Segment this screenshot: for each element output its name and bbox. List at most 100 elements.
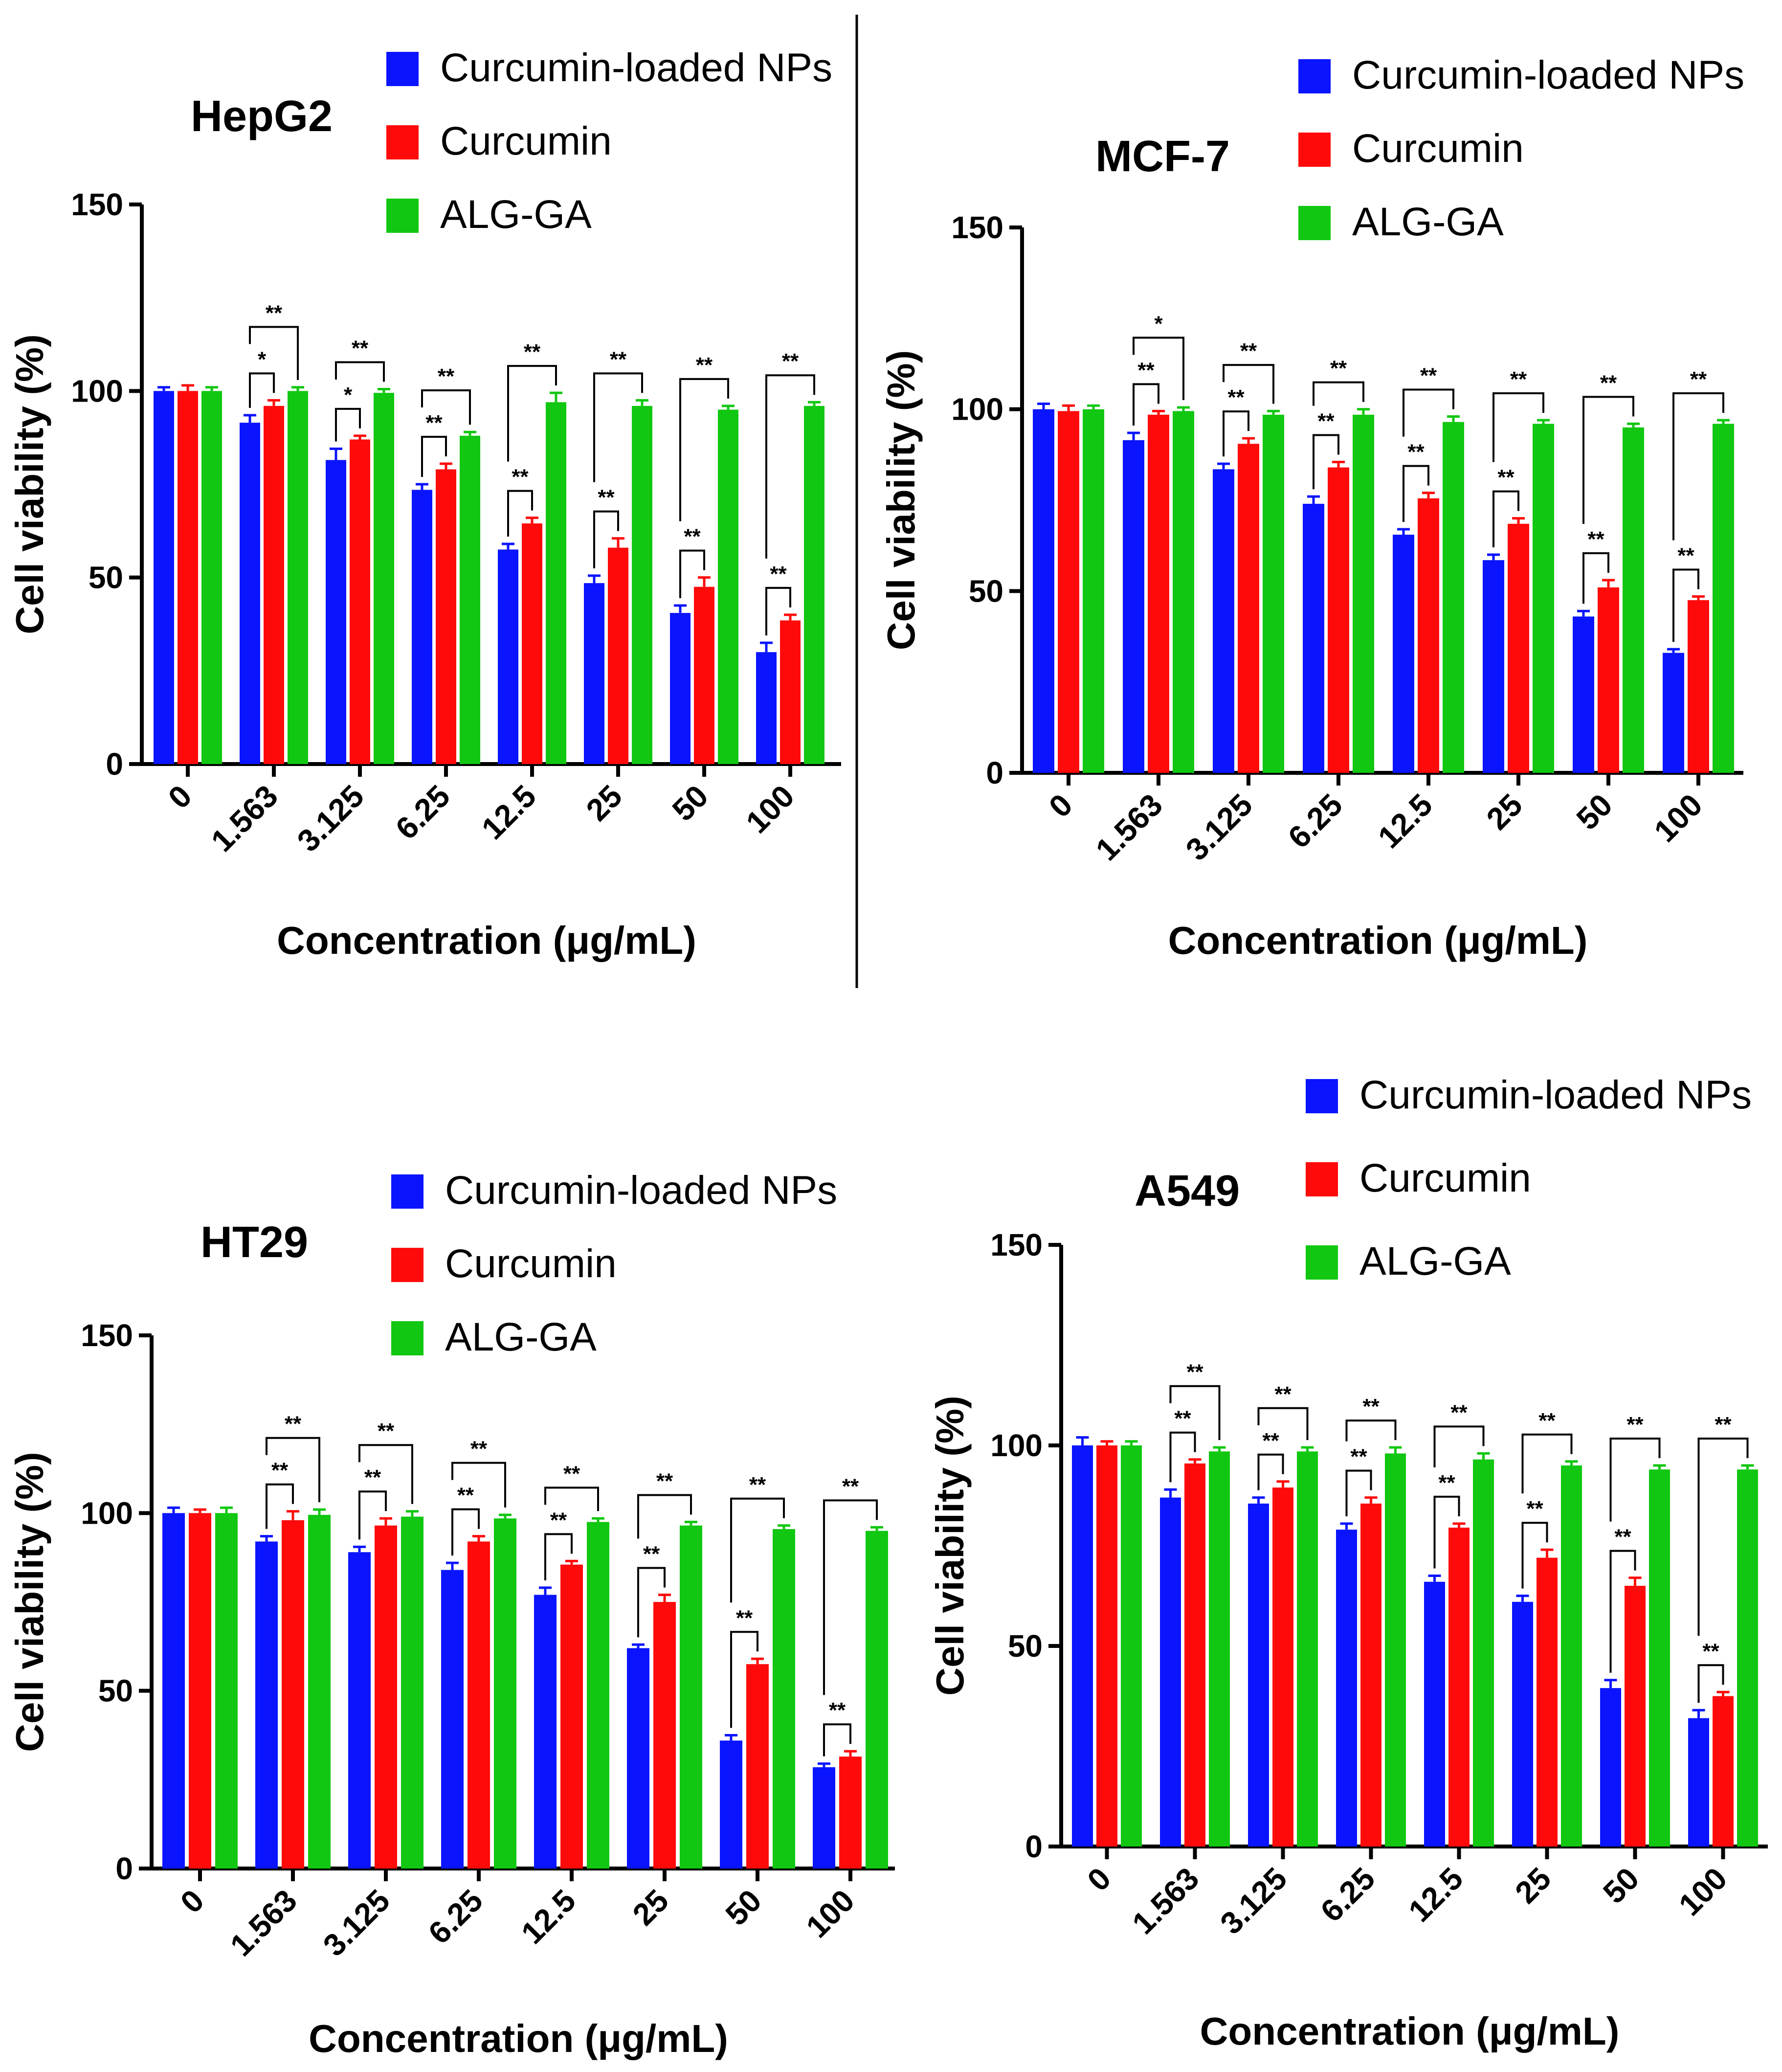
y-axis-label: Cell viability (%)	[8, 1452, 51, 1752]
bar	[584, 583, 604, 764]
x-tick-label: 6.25	[1314, 1861, 1381, 1929]
significance-label: **	[1420, 364, 1437, 388]
bar	[412, 490, 432, 764]
significance-label: **	[1227, 385, 1245, 409]
bar	[1173, 411, 1194, 773]
legend-swatch	[1298, 59, 1331, 93]
bar	[1160, 1497, 1181, 1847]
significance-bracket	[1433, 1425, 1485, 1467]
bar	[308, 1514, 331, 1869]
x-tick-label: 1.563	[223, 1883, 304, 1963]
significance-bracket	[1582, 552, 1609, 604]
significance-label: **	[425, 411, 443, 435]
bar	[154, 391, 174, 764]
significance-label: **	[285, 1412, 302, 1436]
x-tick-label: 50	[1596, 1861, 1646, 1910]
significance-bracket	[421, 436, 447, 477]
bar	[1600, 1688, 1621, 1847]
bar	[1473, 1459, 1494, 1847]
bar	[780, 620, 801, 764]
bar	[375, 1525, 397, 1869]
significance-bracket	[1492, 392, 1544, 462]
panel-title: A549	[1135, 1167, 1240, 1216]
x-tick-label: 6.25	[1281, 787, 1349, 855]
bar	[1561, 1465, 1582, 1847]
y-axis-label: Cell viability (%)	[879, 350, 923, 650]
legend-label: Curcumin	[1359, 1156, 1531, 1200]
bar	[1328, 467, 1349, 773]
significance-bracket	[507, 490, 533, 537]
bar	[1336, 1530, 1357, 1847]
significance-label: **	[364, 1465, 381, 1489]
bar	[534, 1595, 557, 1869]
significance-bracket	[1672, 568, 1699, 642]
significance-bracket	[1313, 434, 1339, 490]
y-tick-label: 0	[986, 755, 1003, 790]
bar	[326, 460, 346, 764]
significance-bracket	[249, 372, 275, 408]
legend-swatch	[1306, 1245, 1338, 1280]
bar	[282, 1520, 304, 1869]
bar	[288, 391, 308, 764]
significance-label: **	[1702, 1639, 1719, 1663]
bar	[1737, 1469, 1758, 1847]
bar	[255, 1541, 278, 1869]
significance-label: **	[643, 1542, 660, 1566]
bar	[720, 1740, 742, 1869]
significance-bracket	[1403, 388, 1454, 437]
bar	[1537, 1557, 1558, 1847]
bar	[1573, 616, 1594, 773]
significance-label: **	[470, 1437, 488, 1461]
legend-swatch	[1306, 1162, 1338, 1196]
significance-bracket	[637, 1494, 692, 1539]
y-tick-label: 50	[969, 573, 1003, 608]
significance-label: **	[1600, 371, 1617, 395]
bar	[756, 652, 777, 764]
bar	[1385, 1453, 1406, 1847]
significance-bracket	[1345, 1419, 1397, 1441]
bar	[201, 391, 222, 764]
significance-bracket	[765, 374, 815, 559]
y-tick-label: 50	[98, 1673, 133, 1709]
y-tick-label: 100	[990, 1428, 1043, 1463]
bar	[1508, 523, 1529, 773]
y-tick-label: 150	[951, 210, 1003, 245]
significance-bracket	[1672, 392, 1724, 541]
bar	[1148, 414, 1169, 773]
bar	[1443, 422, 1464, 773]
significance-bracket	[1492, 490, 1519, 547]
significance-label: *	[1154, 312, 1163, 336]
significance-bracket	[358, 1490, 387, 1540]
x-tick-label: 3.125	[1213, 1861, 1293, 1941]
significance-label: **	[550, 1508, 567, 1532]
bar	[1424, 1581, 1445, 1847]
bar	[1623, 427, 1644, 773]
legend-label: ALG-GA	[445, 1315, 597, 1359]
significance-bracket	[823, 1723, 851, 1757]
significance-bracket	[593, 372, 643, 482]
bar	[460, 435, 480, 764]
bar	[1353, 414, 1374, 773]
legend-label: Curcumin	[1352, 126, 1524, 171]
legend-label: Curcumin-loaded NPs	[440, 45, 832, 90]
y-tick-label: 0	[106, 746, 123, 782]
bar	[178, 391, 198, 764]
legend-swatch	[391, 1321, 423, 1355]
x-tick-label: 0	[174, 1883, 211, 1920]
significance-label: **	[1240, 339, 1257, 363]
significance-label: **	[684, 525, 701, 549]
bar	[1360, 1503, 1381, 1847]
x-tick-label: 100	[1672, 1861, 1734, 1922]
x-tick-label: 0	[1080, 1861, 1117, 1898]
significance-bracket	[1433, 1495, 1460, 1569]
y-tick-label: 100	[951, 392, 1003, 427]
bar	[587, 1522, 609, 1869]
significance-label: **	[1137, 358, 1155, 382]
bar	[804, 405, 824, 764]
x-tick-label: 1.563	[1125, 1861, 1205, 1941]
bar	[1238, 444, 1259, 773]
significance-label: **	[1262, 1429, 1279, 1453]
significance-label: **	[749, 1473, 766, 1497]
significance-bracket	[1169, 1431, 1196, 1483]
significance-bracket	[1345, 1469, 1372, 1516]
